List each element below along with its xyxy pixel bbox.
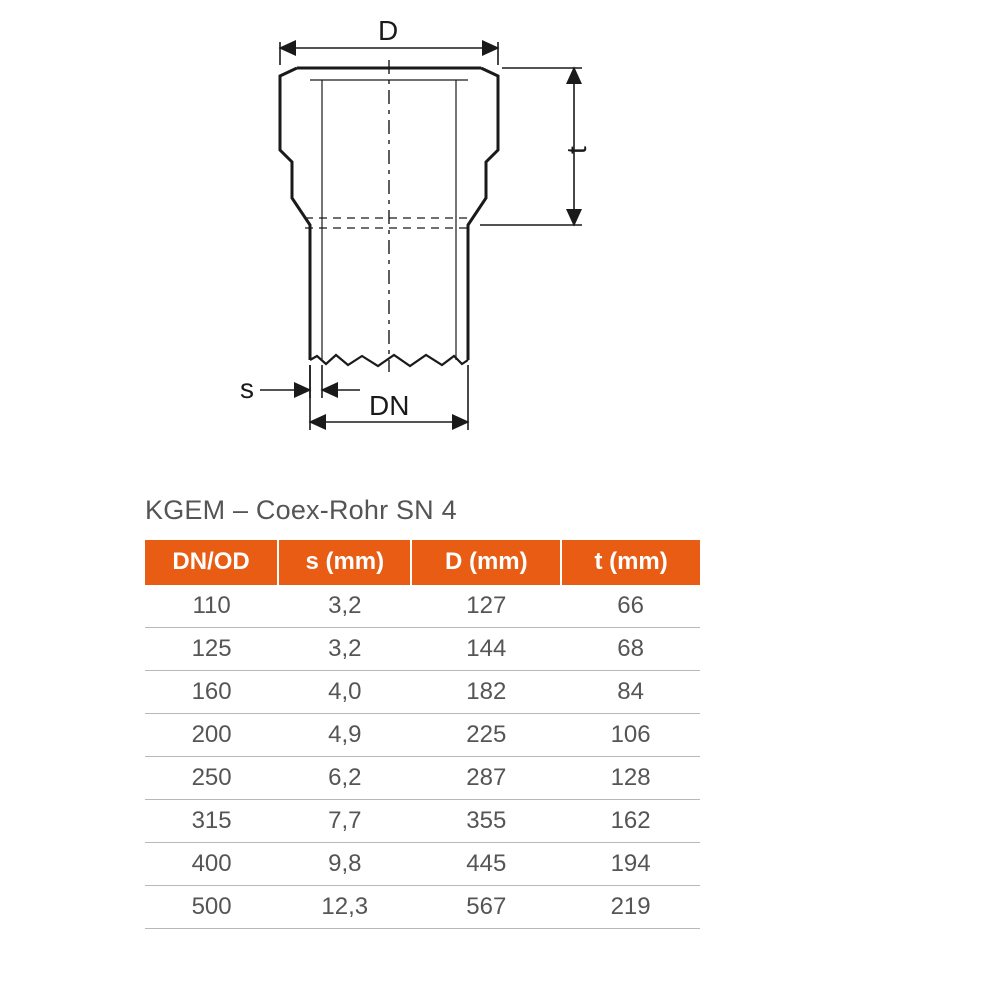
table-cell: 144 xyxy=(411,628,561,671)
label-t: t xyxy=(561,146,592,154)
table-cell: 287 xyxy=(411,757,561,800)
table-cell: 219 xyxy=(561,886,700,929)
table-cell: 66 xyxy=(561,585,700,628)
table-header-cell: s (mm) xyxy=(278,540,411,585)
table-cell: 4,0 xyxy=(278,671,411,714)
table-cell: 68 xyxy=(561,628,700,671)
table-cell: 6,2 xyxy=(278,757,411,800)
table-header-row: DN/ODs (mm)D (mm)t (mm) xyxy=(145,540,700,585)
table-row: 1604,018284 xyxy=(145,671,700,714)
dimensions-table: DN/ODs (mm)D (mm)t (mm) 1103,2127661253,… xyxy=(145,540,700,929)
table-cell: 500 xyxy=(145,886,278,929)
table-cell: 84 xyxy=(561,671,700,714)
table-cell: 567 xyxy=(411,886,561,929)
label-s: s xyxy=(240,373,254,404)
diagram-svg: D t s DN xyxy=(150,20,710,440)
table-cell: 128 xyxy=(561,757,700,800)
table-cell: 355 xyxy=(411,800,561,843)
table-cell: 9,8 xyxy=(278,843,411,886)
table-header-cell: D (mm) xyxy=(411,540,561,585)
table-cell: 225 xyxy=(411,714,561,757)
table-row: 3157,7355162 xyxy=(145,800,700,843)
table-cell: 4,9 xyxy=(278,714,411,757)
table-cell: 445 xyxy=(411,843,561,886)
table-cell: 3,2 xyxy=(278,628,411,671)
table-row: 4009,8445194 xyxy=(145,843,700,886)
table-cell: 7,7 xyxy=(278,800,411,843)
table-cell: 182 xyxy=(411,671,561,714)
pipe-dimension-diagram: D t s DN xyxy=(150,20,710,440)
table-row: 2506,2287128 xyxy=(145,757,700,800)
table-cell: 3,2 xyxy=(278,585,411,628)
table-row: 1253,214468 xyxy=(145,628,700,671)
table-cell: 127 xyxy=(411,585,561,628)
table-row: 50012,3567219 xyxy=(145,886,700,929)
table-cell: 200 xyxy=(145,714,278,757)
table-cell: 110 xyxy=(145,585,278,628)
table-cell: 250 xyxy=(145,757,278,800)
table-header-cell: DN/OD xyxy=(145,540,278,585)
table-cell: 125 xyxy=(145,628,278,671)
table-row: 1103,212766 xyxy=(145,585,700,628)
table-title: KGEM – Coex-Rohr SN 4 xyxy=(145,495,700,526)
table-cell: 106 xyxy=(561,714,700,757)
dimensions-table-area: KGEM – Coex-Rohr SN 4 DN/ODs (mm)D (mm)t… xyxy=(145,495,700,929)
table-body: 1103,2127661253,2144681604,0182842004,92… xyxy=(145,585,700,929)
table-cell: 400 xyxy=(145,843,278,886)
label-D: D xyxy=(378,20,398,46)
table-cell: 315 xyxy=(145,800,278,843)
table-cell: 162 xyxy=(561,800,700,843)
table-cell: 160 xyxy=(145,671,278,714)
table-cell: 194 xyxy=(561,843,700,886)
label-DN: DN xyxy=(369,390,409,421)
table-row: 2004,9225106 xyxy=(145,714,700,757)
table-cell: 12,3 xyxy=(278,886,411,929)
table-header-cell: t (mm) xyxy=(561,540,700,585)
